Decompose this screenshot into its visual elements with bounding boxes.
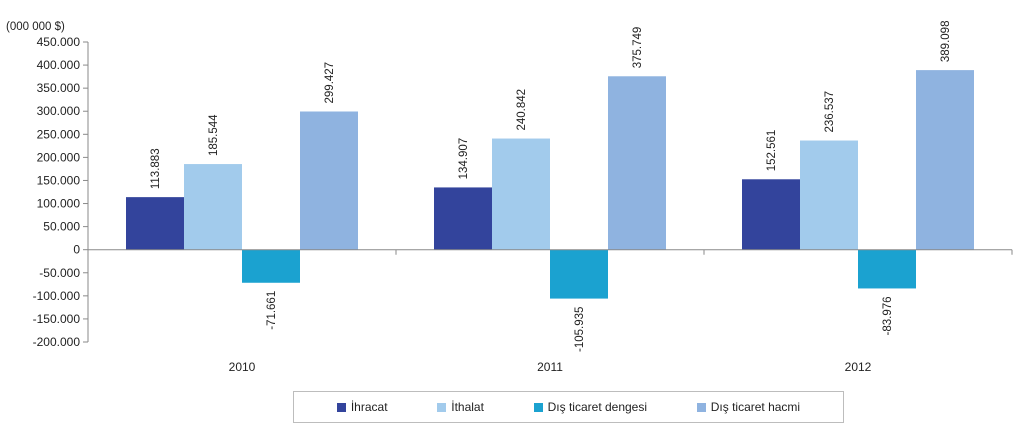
- y-axis: 450.000 400.000 350.000 300.000 250.000 200.0…: [33, 35, 89, 349]
- y-tick-label: 0: [73, 243, 80, 257]
- y-tick-label: 400.000: [37, 58, 81, 72]
- bar: [800, 140, 858, 250]
- bar: [916, 70, 974, 250]
- category-label: 2010: [229, 360, 256, 374]
- data-labels: 113.883 185.544 -71.661 299.427 134.907 240.8…: [150, 21, 952, 352]
- data-label: 299.427: [324, 62, 336, 104]
- bar: [184, 164, 242, 250]
- legend-swatch: [696, 402, 706, 412]
- data-label: 185.544: [208, 114, 220, 156]
- bar: [300, 111, 358, 250]
- data-label: -71.661: [266, 291, 278, 330]
- y-tick-label: 350.000: [37, 81, 81, 95]
- bars: [126, 70, 974, 299]
- y-tick-label: 450.000: [37, 35, 81, 49]
- data-label: 389.098: [940, 21, 952, 63]
- category-label: 2012: [845, 360, 872, 374]
- y-tick-label: 100.000: [37, 197, 81, 211]
- data-label: 152.561: [766, 130, 778, 172]
- data-label: 236.537: [824, 91, 836, 133]
- legend-item: İhracat: [336, 400, 388, 414]
- data-label: 240.842: [516, 89, 528, 131]
- y-tick-label: 50.000: [43, 220, 80, 234]
- data-label: -105.935: [574, 307, 586, 352]
- y-tick-label: -50.000: [39, 266, 80, 280]
- legend-label: İhracat: [350, 400, 388, 414]
- unit-label: (000 000 $): [6, 21, 65, 33]
- data-label: 375.749: [632, 27, 644, 69]
- legend-item: Dış ticaret hacmi: [696, 400, 801, 414]
- data-label: -83.976: [882, 296, 894, 335]
- bar: [126, 197, 184, 250]
- legend-swatch: [533, 402, 543, 412]
- y-tick-label: 150.000: [37, 173, 81, 187]
- data-label: 113.883: [150, 148, 162, 189]
- legend: İhracat İthalat Dış ticaret dengesi Dış tic…: [293, 391, 844, 423]
- bar: [858, 249, 916, 289]
- bar: [492, 138, 550, 250]
- y-tick-label: -150.000: [33, 312, 81, 326]
- bar: [608, 76, 666, 250]
- category-label: 2011: [537, 360, 563, 374]
- y-tick-label: 250.000: [37, 127, 81, 141]
- legend-swatch: [336, 402, 346, 412]
- legend-swatch: [437, 402, 447, 412]
- legend-label: Dış ticaret dengesi: [547, 400, 648, 414]
- legend-item: İthalat: [437, 400, 484, 414]
- y-tick-label: -200.000: [33, 335, 81, 349]
- bar: [242, 249, 300, 283]
- y-tick-label: 300.000: [37, 104, 81, 118]
- y-tick-label: -100.000: [33, 289, 81, 303]
- legend-item: Dış ticaret dengesi: [533, 400, 648, 414]
- legend-label: İthalat: [451, 400, 484, 414]
- x-axis: 2010 2011 2012: [87, 249, 1013, 374]
- bar: [550, 249, 608, 299]
- bar: [434, 187, 492, 250]
- data-label: 134.907: [458, 138, 470, 180]
- legend-label: Dış ticaret hacmi: [710, 400, 801, 414]
- bar: [742, 179, 800, 250]
- y-tick-label: 200.000: [37, 150, 81, 164]
